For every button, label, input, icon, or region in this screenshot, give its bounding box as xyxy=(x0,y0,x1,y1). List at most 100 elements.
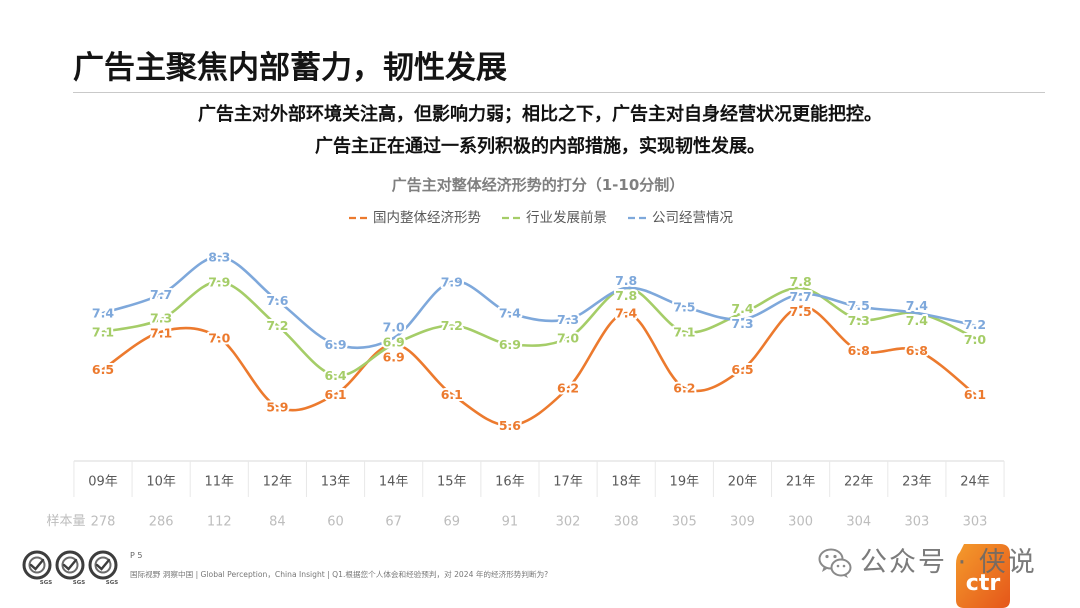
data-label-company-operations: 7.7 xyxy=(150,287,172,302)
x-tick-label: 23年 xyxy=(902,475,932,490)
slide-title: 广告主聚焦内部蓄力，韧性发展 xyxy=(73,50,507,86)
chart-title: 广告主对整体经济形势的打分（1-10分制） xyxy=(391,176,685,194)
sgs-seal: SGS xyxy=(55,550,85,586)
sgs-seal-text: SGS xyxy=(73,580,85,586)
sample-size-value: 112 xyxy=(207,515,232,530)
sgs-seal-text: SGS xyxy=(40,580,52,586)
ctr-logo: ctr xyxy=(956,544,1010,608)
series-lines xyxy=(101,255,977,427)
data-label-industry-outlook: 7.8 xyxy=(615,288,637,303)
x-tick-label: 18年 xyxy=(611,475,641,490)
data-label-industry-outlook: 7.3 xyxy=(848,313,870,328)
legend-label-industry-outlook: 行业发展前景 xyxy=(526,210,607,226)
legend-swatch-industry-outlook xyxy=(502,216,520,220)
ctr-logo-text: ctr xyxy=(966,571,1001,596)
page-number: P 5 xyxy=(130,551,143,560)
sample-size-value: 305 xyxy=(672,515,697,530)
data-label-domestic-economy: 6.5 xyxy=(92,362,114,377)
x-tick-label: 24年 xyxy=(960,475,990,490)
chart-legend: 国内整体经济形势 行业发展前景 公司经营情况 xyxy=(0,209,1080,227)
data-label-domestic-economy: 7.4 xyxy=(615,306,637,321)
sgs-seal: SGS xyxy=(22,550,52,586)
legend-swatch-domestic-economy xyxy=(349,216,367,220)
data-label-industry-outlook: 6.9 xyxy=(383,335,405,350)
wechat-icon xyxy=(818,548,852,578)
data-label-company-operations: 8.3 xyxy=(208,249,230,264)
x-tick-label: 13年 xyxy=(321,475,351,490)
sample-size-value: 303 xyxy=(904,515,929,530)
data-label-domestic-economy: 6.1 xyxy=(324,387,346,402)
data-label-industry-outlook: 7.2 xyxy=(441,318,463,333)
data-label-company-operations: 7.9 xyxy=(441,274,463,289)
x-tick-label: 11年 xyxy=(204,475,234,490)
legend-label-company-operations: 公司经营情况 xyxy=(652,210,733,226)
data-label-domestic-economy: 5.9 xyxy=(266,399,288,414)
x-tick-label: 10年 xyxy=(146,475,176,490)
x-tick-label: 12年 xyxy=(263,475,293,490)
x-tick-label: 15年 xyxy=(437,475,467,490)
sample-size-value: 303 xyxy=(963,515,988,530)
sample-size-value: 278 xyxy=(91,515,116,530)
sample-size-value: 67 xyxy=(385,515,402,530)
x-tick-label: 20年 xyxy=(728,475,758,490)
x-tick-labels: 09年 10年 11年 12年 13年 14年 15年 16年 17年 18年 19年 20年 21年 2… xyxy=(88,475,990,490)
x-tick-label: 17年 xyxy=(553,475,583,490)
data-label-domestic-economy: 6.1 xyxy=(441,387,463,402)
title-divider xyxy=(73,92,1045,93)
data-label-industry-outlook: 7.2 xyxy=(266,318,288,333)
x-tick-label: 14年 xyxy=(379,475,409,490)
data-label-domestic-economy: 7.0 xyxy=(208,331,230,346)
data-label-domestic-economy: 6.9 xyxy=(383,350,405,365)
data-label-industry-outlook: 7.9 xyxy=(208,274,230,289)
series-line-industry-outlook xyxy=(101,280,977,377)
data-label-domestic-economy: 6.2 xyxy=(557,381,579,396)
sample-size-value: 300 xyxy=(788,515,813,530)
sample-size-value: 60 xyxy=(327,515,344,530)
legend-item-domestic-economy: 国内整体经济形势 xyxy=(349,209,481,227)
data-label-company-operations: 7.6 xyxy=(266,293,288,308)
x-tick-label: 21年 xyxy=(786,475,816,490)
data-label-company-operations: 7.3 xyxy=(731,316,753,331)
x-tick-label: 09年 xyxy=(88,475,118,490)
legend-item-company-operations: 公司经营情况 xyxy=(628,209,733,227)
data-labels: 6.5 7.1 7.0 5.9 6.1 6.9 6.1 5.6 6.2 7.4 6.2 6.5 7.5 6… xyxy=(90,247,988,435)
sample-size-value: 304 xyxy=(846,515,871,530)
sample-size-value: 84 xyxy=(269,515,286,530)
sample-size-value: 309 xyxy=(730,515,755,530)
data-label-domestic-economy: 6.5 xyxy=(731,362,753,377)
legend-swatch-company-operations xyxy=(628,216,646,220)
watermark-text: 公众号 · 侠说 xyxy=(860,547,1037,578)
data-label-domestic-economy: 6.8 xyxy=(906,343,928,358)
data-label-domestic-economy: 6.8 xyxy=(848,343,870,358)
data-label-company-operations: 7.2 xyxy=(964,317,986,332)
sgs-seal: SGS xyxy=(88,550,118,586)
data-label-industry-outlook: 6.9 xyxy=(499,337,521,352)
data-label-domestic-economy: 7.5 xyxy=(790,304,812,319)
data-label-industry-outlook: 7.8 xyxy=(790,274,812,289)
x-tick-label: 16年 xyxy=(495,475,525,490)
data-label-domestic-economy: 5.6 xyxy=(499,418,521,433)
data-label-company-operations: 7.8 xyxy=(615,273,637,288)
series-line-company-operations xyxy=(101,255,977,350)
data-label-industry-outlook: 7.1 xyxy=(92,324,114,339)
sample-size-value: 91 xyxy=(502,515,519,530)
legend-label-domestic-economy: 国内整体经济形势 xyxy=(373,210,481,226)
sample-size-row: 278 286 112 84 60 67 69 91 302 308 305 309 300 304 303… xyxy=(91,515,988,530)
data-label-company-operations: 7.3 xyxy=(557,312,579,327)
data-label-industry-outlook: 7.0 xyxy=(557,331,579,346)
footer-note: 国际视野 洞察中国 | Global Perception，China Insi… xyxy=(130,570,549,579)
sample-size-label: 样本量 xyxy=(46,514,86,529)
data-label-domestic-economy: 6.1 xyxy=(964,387,986,402)
data-label-company-operations: 7.4 xyxy=(92,306,114,321)
sample-size-value: 302 xyxy=(556,515,581,530)
sgs-seal-text: SGS xyxy=(106,580,118,586)
data-label-company-operations: 7.5 xyxy=(848,298,870,313)
x-tick-label: 19年 xyxy=(670,475,700,490)
data-label-industry-outlook: 7.4 xyxy=(731,301,753,316)
subtitle-line-2: 广告主正在通过一系列积极的内部措施，实现韧性发展。 xyxy=(315,136,765,157)
data-label-domestic-economy: 6.2 xyxy=(673,381,695,396)
sample-size-value: 286 xyxy=(149,515,174,530)
sample-size-value: 308 xyxy=(614,515,639,530)
data-label-company-operations: 7.4 xyxy=(906,298,928,313)
